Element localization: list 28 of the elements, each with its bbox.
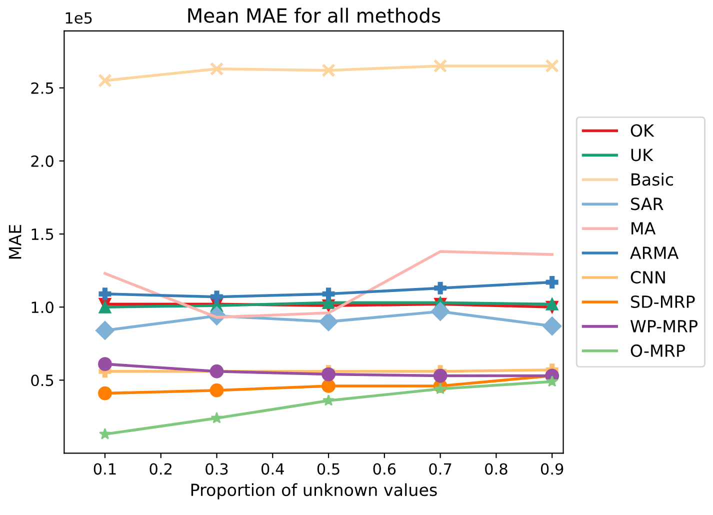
legend-label: MA xyxy=(632,222,656,234)
y-tick-label: 1.0 xyxy=(32,302,54,314)
legend-label: CNN xyxy=(630,270,665,284)
chart-title: Mean MAE for all methods xyxy=(188,8,440,23)
legend-label: SD-MRP xyxy=(631,295,695,308)
x-tick-label: 0.5 xyxy=(317,463,340,475)
y-tick-label: 2.5 xyxy=(31,82,54,94)
y-axis-title: MAE xyxy=(8,224,22,259)
y-tick-label: 0.5 xyxy=(31,374,54,386)
x-tick-label: 0.1 xyxy=(94,463,116,475)
text: 1e5 xyxy=(66,12,92,24)
legend-label: ARMA xyxy=(630,246,679,259)
legend-label: SAR xyxy=(631,198,664,210)
legend-label: Basic xyxy=(632,172,674,186)
y-tick-label: 2.0 xyxy=(31,155,54,167)
x-tick-label: 0.2 xyxy=(150,463,172,475)
x-tick-label: 0.7 xyxy=(429,463,452,475)
x-axis-title: Proportion of unknown values xyxy=(191,483,437,500)
legend-label: UK xyxy=(631,148,654,162)
legend-label: O-MRP xyxy=(630,344,685,357)
x-tick-label: 0.6 xyxy=(373,463,396,475)
x-tick-label: 0.3 xyxy=(206,463,228,475)
legend-label: WP-MRP xyxy=(630,320,698,332)
x-tick-label: 0.4 xyxy=(262,463,284,475)
x-tick-label: 0.8 xyxy=(485,463,508,475)
legend-label: OK xyxy=(630,124,654,137)
x-tick-label: 0.9 xyxy=(540,463,564,475)
y-tick-label: 1.5 xyxy=(32,228,54,240)
